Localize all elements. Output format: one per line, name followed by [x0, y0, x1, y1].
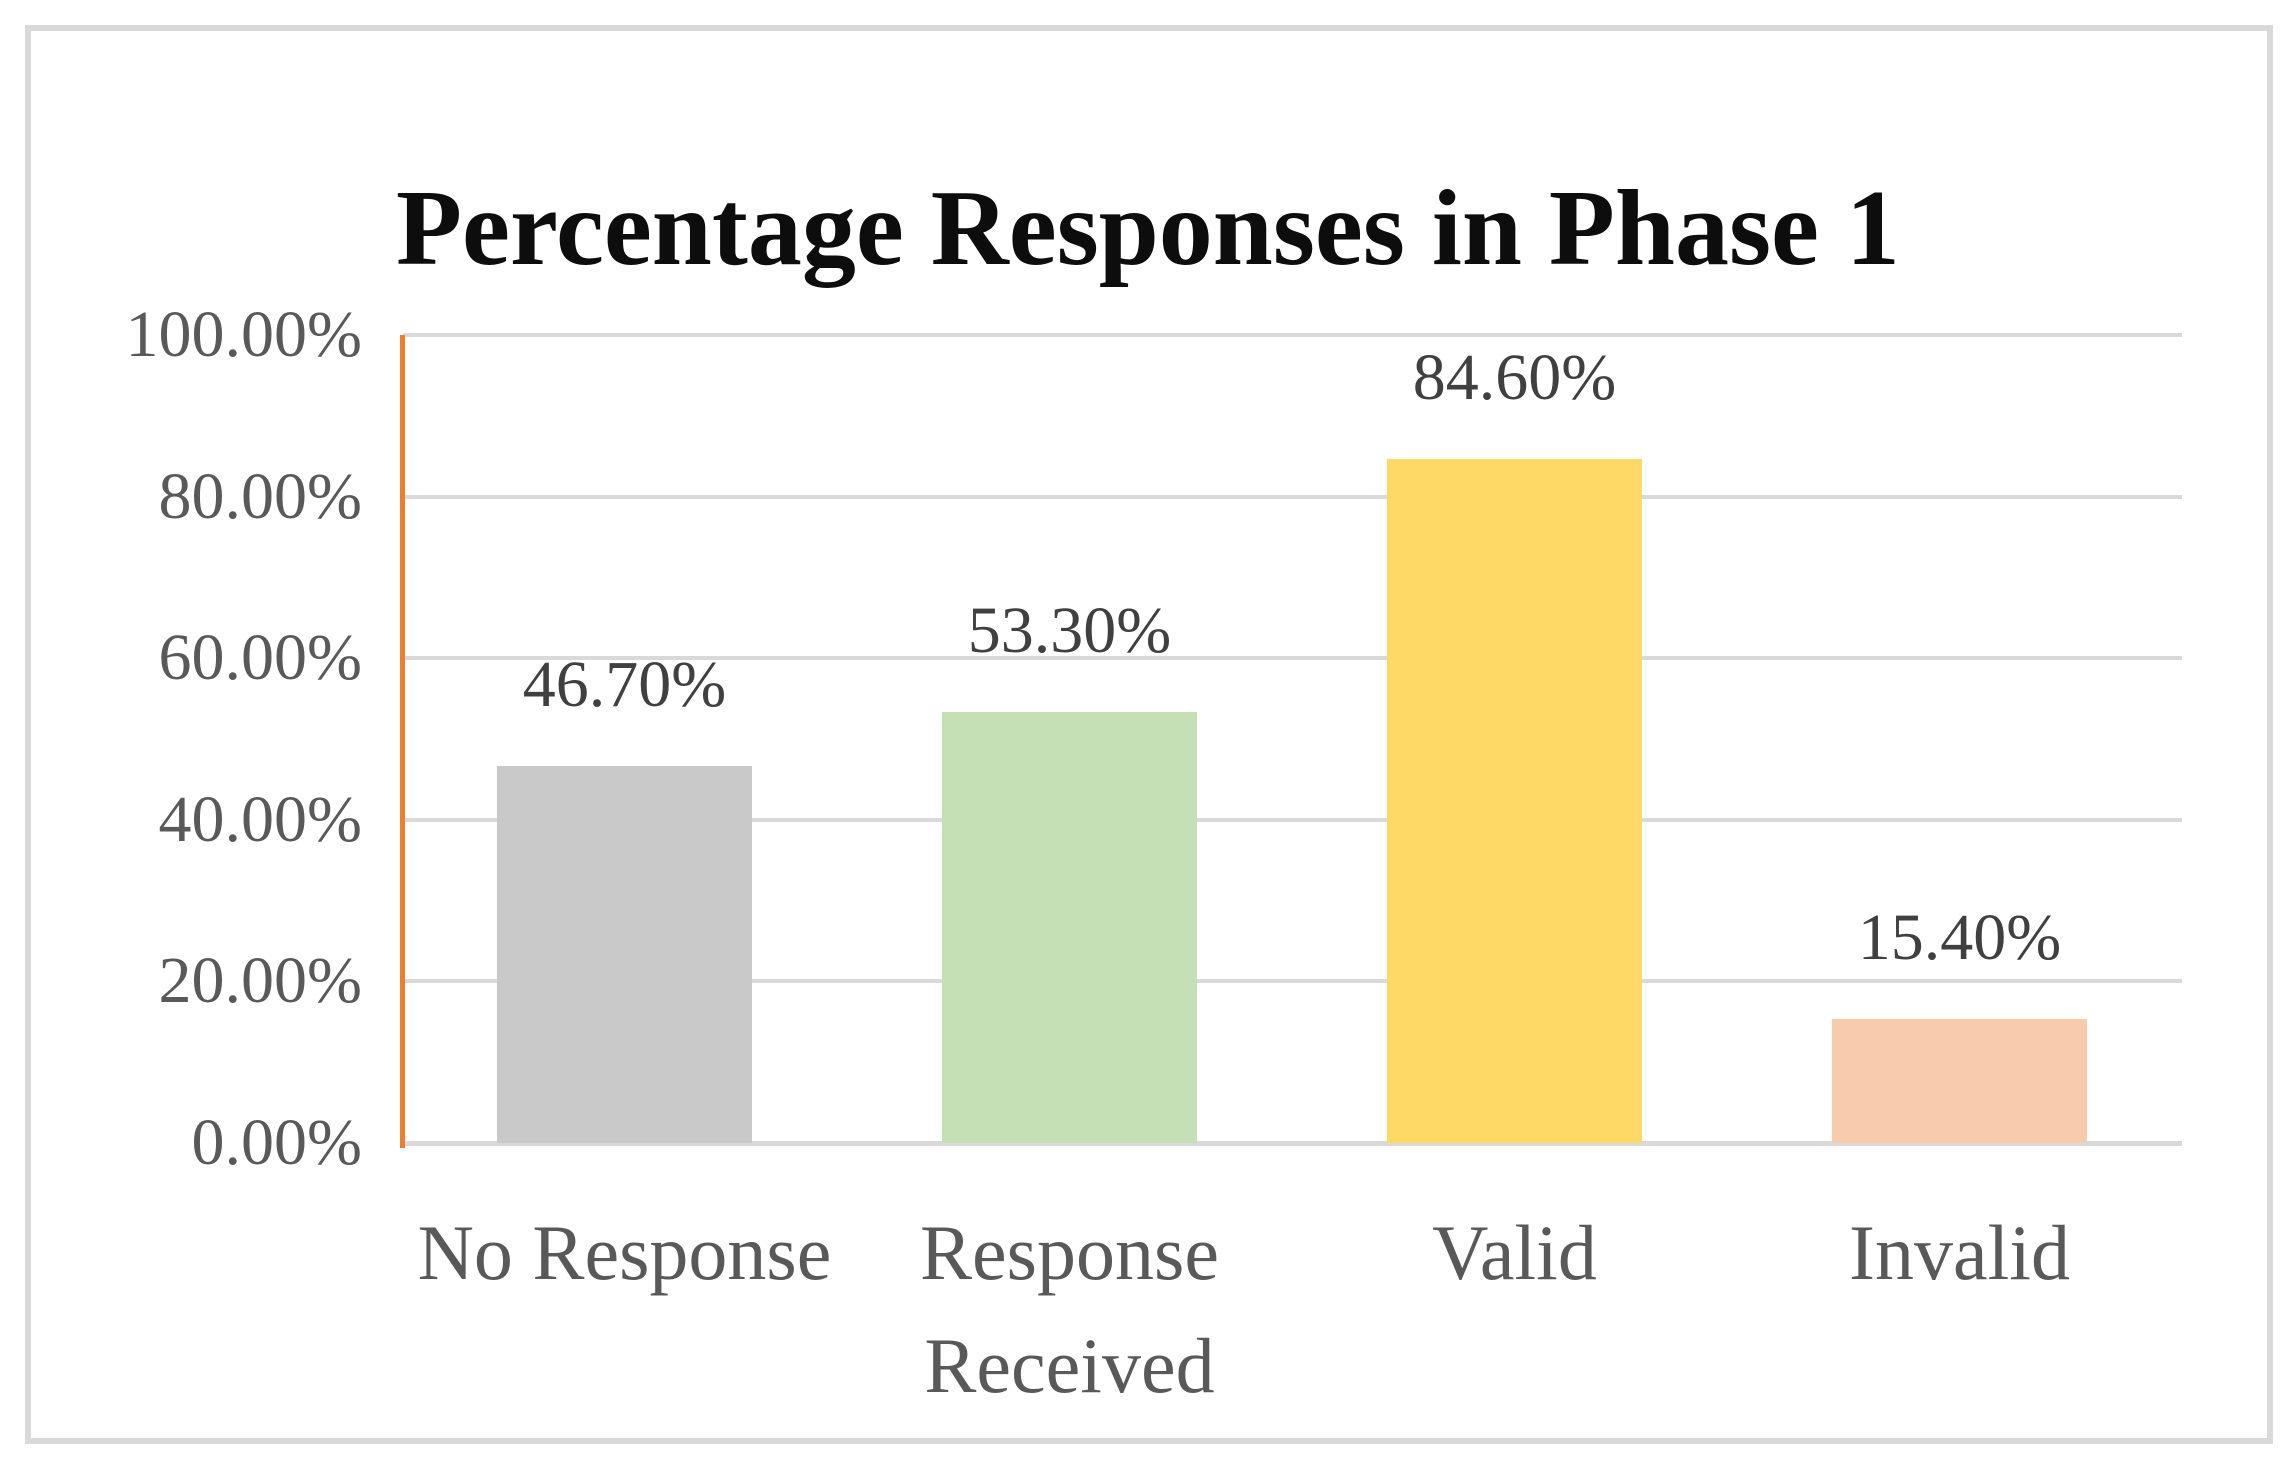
y-axis-tick-label-80: 80.00%	[158, 459, 362, 533]
x-axis-label-no-response: No Response	[417, 1209, 832, 1296]
bar-valid	[1387, 459, 1642, 1143]
y-axis-tick-label-100: 100.00%	[125, 298, 362, 371]
data-label-no-response: 46.70%	[522, 647, 727, 721]
x-axis-label-invalid: Invalid	[1849, 1209, 2070, 1296]
gridline-80	[403, 494, 2182, 499]
data-label-response-received: 53.30%	[967, 594, 1172, 668]
chart-title: Percentage Responses in Phase 1	[396, 169, 1900, 289]
y-axis-tick-label-40: 40.00%	[158, 782, 362, 856]
gridline-20	[403, 979, 2182, 984]
y-axis-tick-label-60: 60.00%	[158, 621, 362, 695]
data-label-invalid: 15.40%	[1857, 900, 2062, 974]
gridline-0	[403, 1140, 2182, 1146]
gridline-40	[403, 817, 2182, 822]
x-axis-label-response-received: Response Received	[920, 1209, 1219, 1409]
bar-no-response	[497, 765, 752, 1143]
y-axis-tick-label-20: 20.00%	[158, 944, 362, 1018]
data-label-valid: 84.60%	[1412, 341, 1617, 415]
x-axis-label-valid: Valid	[1432, 1209, 1597, 1296]
gridline-60	[403, 656, 2182, 661]
y-axis-tick-label-0: 0.00%	[191, 1106, 362, 1179]
bar-invalid	[1832, 1018, 2087, 1143]
bar-response-received	[942, 712, 1197, 1143]
y-axis-line	[400, 335, 405, 1148]
gridline-100	[403, 333, 2182, 337]
